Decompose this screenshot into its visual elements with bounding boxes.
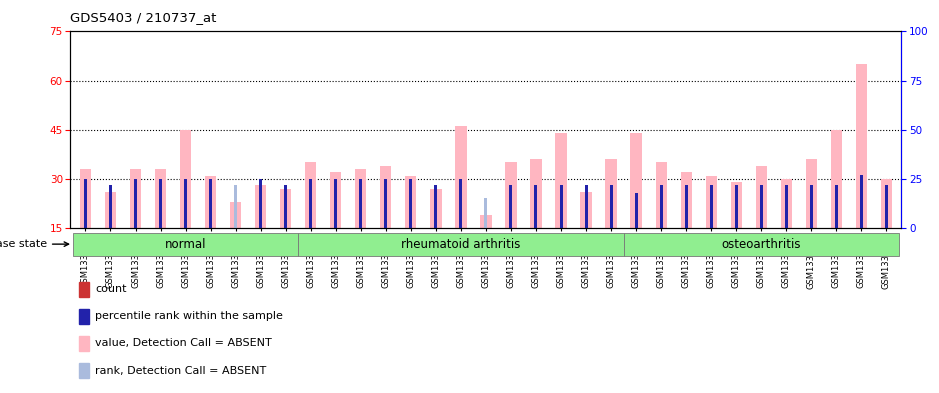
Bar xyxy=(259,179,262,228)
Bar xyxy=(105,192,116,228)
Bar xyxy=(585,185,588,228)
Bar xyxy=(731,182,742,228)
Bar xyxy=(280,189,291,228)
Bar xyxy=(860,175,863,228)
Bar xyxy=(409,179,412,228)
Bar xyxy=(780,179,792,228)
Bar xyxy=(531,159,542,228)
Bar xyxy=(760,185,762,228)
Bar xyxy=(305,162,316,228)
Bar xyxy=(109,185,112,228)
Bar xyxy=(205,176,216,228)
Bar xyxy=(623,233,899,256)
Bar xyxy=(756,166,767,228)
Bar xyxy=(685,185,687,228)
Bar xyxy=(73,233,299,256)
Bar xyxy=(360,179,362,228)
Text: rank, Detection Call = ABSENT: rank, Detection Call = ABSENT xyxy=(96,365,267,376)
Bar xyxy=(560,185,562,228)
Bar xyxy=(459,179,462,228)
Bar xyxy=(334,179,337,228)
Bar xyxy=(705,176,716,228)
Bar xyxy=(655,162,667,228)
Bar xyxy=(710,185,713,228)
Bar xyxy=(481,215,491,228)
Bar xyxy=(159,179,162,228)
Bar xyxy=(406,176,417,228)
Bar xyxy=(831,130,842,228)
Bar xyxy=(430,189,441,228)
Bar xyxy=(384,179,387,228)
Bar xyxy=(806,159,817,228)
Bar xyxy=(635,193,638,228)
Bar xyxy=(331,172,342,228)
Bar xyxy=(134,179,137,228)
Text: GDS5403 / 210737_at: GDS5403 / 210737_at xyxy=(70,11,217,24)
Bar xyxy=(534,185,537,228)
Bar xyxy=(84,179,87,228)
Bar xyxy=(510,185,513,228)
Text: osteoarthritis: osteoarthritis xyxy=(721,238,801,251)
Bar xyxy=(79,309,88,324)
Bar xyxy=(355,169,366,228)
Bar xyxy=(881,179,892,228)
Bar xyxy=(184,179,187,228)
Bar xyxy=(835,185,838,228)
Bar xyxy=(209,179,212,228)
Bar xyxy=(230,202,241,228)
Bar xyxy=(299,233,623,256)
Bar xyxy=(681,172,692,228)
Text: count: count xyxy=(96,284,127,294)
Bar xyxy=(485,198,487,228)
Bar xyxy=(580,192,592,228)
Bar xyxy=(630,133,641,228)
Bar xyxy=(79,363,88,378)
Bar xyxy=(380,166,392,228)
Bar xyxy=(555,133,566,228)
Bar xyxy=(855,64,867,228)
Bar xyxy=(180,130,192,228)
Text: value, Detection Call = ABSENT: value, Detection Call = ABSENT xyxy=(96,338,272,349)
Bar xyxy=(309,179,313,228)
Bar xyxy=(79,336,88,351)
Bar xyxy=(659,185,663,228)
Bar xyxy=(785,185,788,228)
Bar xyxy=(455,127,467,228)
Text: rheumatoid arthritis: rheumatoid arthritis xyxy=(401,238,520,251)
Text: disease state: disease state xyxy=(0,239,69,249)
Bar xyxy=(285,185,287,228)
Bar xyxy=(885,185,888,228)
Text: percentile rank within the sample: percentile rank within the sample xyxy=(96,311,284,321)
Bar xyxy=(80,169,91,228)
Bar xyxy=(79,281,88,297)
Bar xyxy=(255,185,267,228)
Text: normal: normal xyxy=(165,238,207,251)
Bar xyxy=(809,185,813,228)
Bar xyxy=(505,162,516,228)
Bar xyxy=(435,185,438,228)
Bar xyxy=(130,169,141,228)
Bar xyxy=(609,185,612,228)
Bar xyxy=(606,159,617,228)
Bar xyxy=(155,169,166,228)
Bar xyxy=(234,185,238,228)
Bar xyxy=(734,185,738,228)
